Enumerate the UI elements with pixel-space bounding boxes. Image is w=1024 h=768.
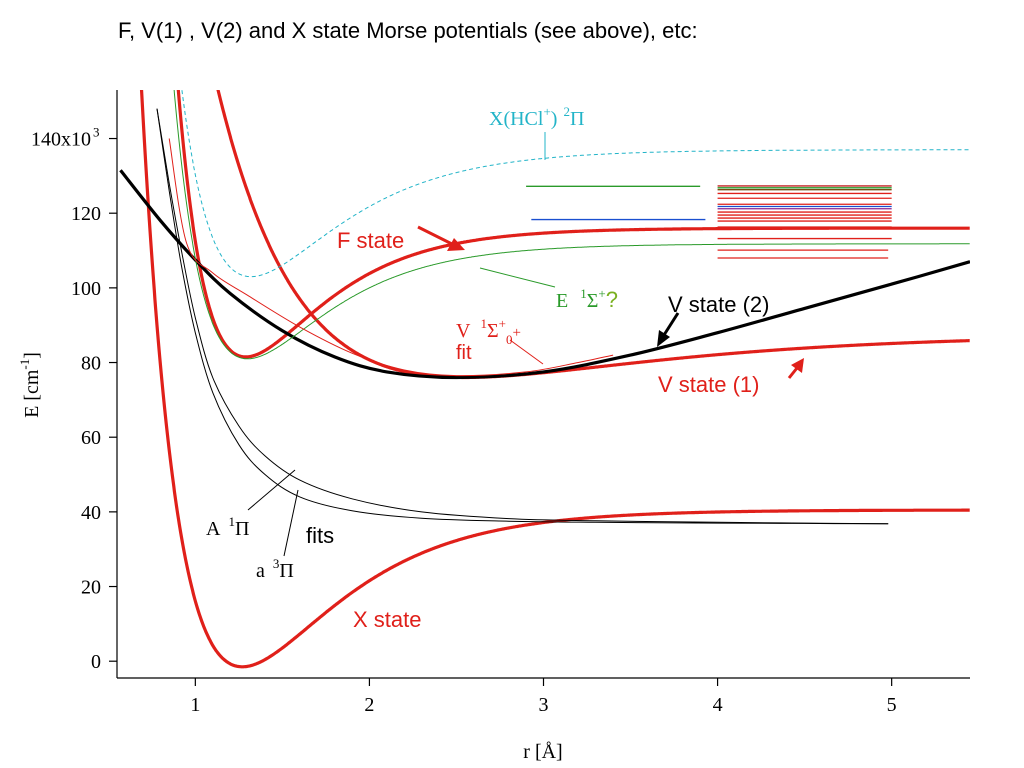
f-state-label: F state: [337, 228, 404, 253]
v1-arrow-head: [791, 358, 804, 373]
y-tick-label: 80: [81, 353, 101, 375]
curve-x-state: [139, 90, 970, 669]
x-tick-label: 5: [887, 694, 897, 716]
x-tick-label: 3: [539, 694, 549, 716]
v-fit-label: V 1Σ+0+: [456, 316, 521, 347]
curve-v-state-2: [119, 169, 970, 380]
y-tick-exponent: 3: [93, 125, 100, 140]
x-tick-label: 4: [713, 694, 723, 716]
y-tick-label: 20: [81, 577, 101, 599]
y-tick-label: 40: [81, 502, 101, 524]
v2-arrow-head: [657, 330, 670, 347]
energy-levels: [526, 185, 892, 259]
y-axis-label: E [cm-1]: [17, 352, 43, 418]
v-fit-fit-label: fit: [456, 342, 472, 364]
v-fit-leader-line: [509, 339, 544, 365]
a3pi-leader-line: [283, 489, 299, 557]
f-state-arrow-line: [417, 225, 453, 246]
curve-a-1pi-fit: [156, 108, 889, 525]
y-tick-label: 120: [71, 203, 101, 225]
x-state-label: X state: [353, 607, 421, 632]
f-state-arrow-head: [447, 238, 465, 251]
v-state-1-label: V state (1): [658, 372, 759, 397]
a1pi-leader-line: [247, 469, 296, 511]
v1-arrow-line: [787, 367, 799, 379]
curve-v-state-1: [216, 90, 970, 380]
y-tick-label: 140x10: [31, 129, 91, 151]
e-state-label: E 1Σ+?: [556, 286, 618, 312]
fits-label: fits: [306, 523, 334, 548]
curve-hcl-plus-x: [181, 90, 970, 278]
curve-f-state: [176, 90, 970, 359]
curve-a-3pi-fit: [156, 108, 889, 525]
x-tick-label: 1: [190, 694, 200, 716]
curve-e-state: [173, 90, 970, 360]
annotation-labels: F state V state (2) V state (1) X state …: [17, 104, 769, 763]
axes: [116, 90, 970, 679]
x-tick-label: 2: [364, 694, 374, 716]
a3pi-label: a 3Π: [256, 556, 294, 582]
y-tick-label: 60: [81, 427, 101, 449]
x-axis-label: r [Å]: [523, 741, 562, 763]
y-tick-label: 100: [71, 278, 101, 300]
e-state-leader-line: [479, 267, 556, 288]
potential-curves: [119, 90, 970, 669]
a1pi-label: A 1Π: [206, 514, 249, 540]
annotation-leaders: [247, 132, 804, 557]
hcl-plus-label: X(HCl+) 2Π: [489, 104, 584, 130]
y-tick-label: 0: [91, 651, 101, 673]
v2-arrow-line: [662, 312, 680, 336]
v-state-2-label: V state (2): [668, 292, 769, 317]
page-title: F, V(1) , V(2) and X state Morse potenti…: [118, 18, 698, 43]
curve-v-fit: [168, 138, 614, 377]
